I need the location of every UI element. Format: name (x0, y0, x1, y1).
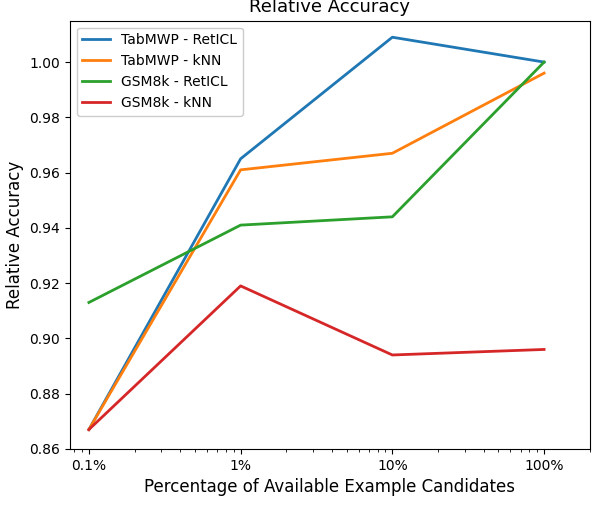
Line: TabMWP - RetICL: TabMWP - RetICL (89, 37, 544, 430)
TabMWP - RetICL (85, 427, 92, 433)
X-axis label: Percentage of Available Example Candidates: Percentage of Available Example Candidat… (144, 478, 516, 496)
GSM8k - RetICL (237, 222, 244, 228)
GSM8k - kNN (389, 352, 396, 358)
TabMWP - RetICL (237, 156, 244, 162)
Line: TabMWP - kNN: TabMWP - kNN (89, 73, 544, 430)
GSM8k - RetICL (85, 299, 92, 305)
TabMWP - kNN (541, 70, 548, 76)
GSM8k - RetICL (389, 214, 396, 220)
TabMWP - kNN (237, 167, 244, 173)
TabMWP - kNN (389, 150, 396, 156)
Legend: TabMWP - RetICL, TabMWP - kNN, GSM8k - RetICL, GSM8k - kNN: TabMWP - RetICL, TabMWP - kNN, GSM8k - R… (77, 27, 243, 116)
Title: Relative Accuracy: Relative Accuracy (249, 0, 410, 17)
Line: GSM8k - kNN: GSM8k - kNN (89, 286, 544, 430)
TabMWP - RetICL (389, 34, 396, 40)
TabMWP - kNN (85, 427, 92, 433)
GSM8k - kNN (237, 283, 244, 289)
GSM8k - kNN (541, 346, 548, 352)
Y-axis label: Relative Accuracy: Relative Accuracy (5, 160, 24, 309)
Line: GSM8k - RetICL: GSM8k - RetICL (89, 62, 544, 302)
GSM8k - RetICL (541, 59, 548, 65)
GSM8k - kNN (85, 427, 92, 433)
TabMWP - RetICL (541, 59, 548, 65)
